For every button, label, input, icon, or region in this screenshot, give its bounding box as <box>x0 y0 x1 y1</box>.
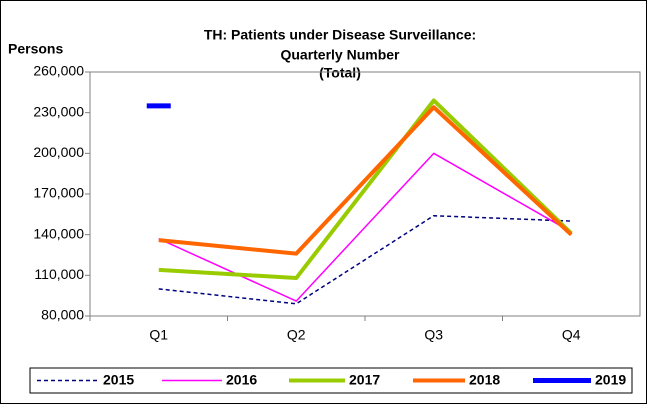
legend-label: 2019 <box>595 372 626 388</box>
series-line <box>158 105 573 256</box>
y-tick-label: 170,000 <box>33 185 84 201</box>
y-tick-label: 80,000 <box>41 307 84 323</box>
y-tick-label: 110,000 <box>34 266 84 282</box>
legend-label: 2017 <box>349 372 380 388</box>
x-tick-label: Q2 <box>287 327 306 343</box>
y-tick-label: 140,000 <box>33 225 84 241</box>
y-tick-label: 230,000 <box>33 103 84 119</box>
x-tick-label: Q1 <box>149 327 168 343</box>
y-tick-label: 200,000 <box>33 144 84 160</box>
series-line <box>158 152 572 302</box>
series-line <box>158 98 573 281</box>
x-tick-label: Q4 <box>562 327 581 343</box>
chart-title: TH: Patients under Disease Surveillance: <box>204 27 476 43</box>
x-tick-label: Q3 <box>424 327 443 343</box>
y-axis-label: Persons <box>8 41 63 57</box>
y-tick-label: 260,000 <box>33 63 84 79</box>
legend-label: 2018 <box>469 372 500 388</box>
chart-title: (Total) <box>319 65 361 81</box>
legend-label: 2016 <box>226 372 257 388</box>
legend-label: 2015 <box>103 372 134 388</box>
chart-title: Quarterly Number <box>280 47 400 63</box>
series-line <box>158 214 572 305</box>
